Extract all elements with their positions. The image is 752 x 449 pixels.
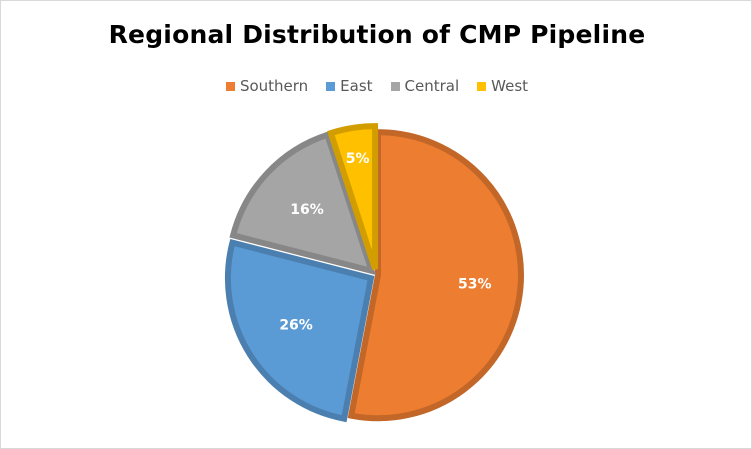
legend-swatch-west	[477, 81, 487, 91]
legend-label-central: Central	[404, 77, 460, 95]
data-label-east: 26%	[279, 318, 313, 334]
chart-title: Regional Distribution of CMP Pipeline	[108, 20, 646, 49]
pie-slice-west	[327, 123, 379, 271]
legend-swatch-east	[326, 81, 336, 91]
pie-slice-southern	[347, 129, 524, 422]
legend-label-east: East	[340, 77, 373, 95]
legend-label-southern: Southern	[239, 77, 309, 95]
chart-legend: Southern East Central West	[1, 77, 752, 95]
legend-item-southern: Southern	[225, 77, 309, 95]
legend-item-east: East	[326, 77, 373, 95]
legend-label-west: West	[491, 77, 529, 95]
legend-swatch-southern	[225, 81, 235, 91]
data-label-central: 16%	[290, 202, 324, 218]
legend-item-west: West	[477, 77, 528, 95]
data-label-west: 5%	[346, 151, 370, 167]
data-label-southern: 53%	[458, 276, 492, 292]
pie-slice-east	[224, 238, 375, 423]
legend-item-central: Central	[390, 77, 460, 95]
legend-swatch-central	[390, 81, 400, 91]
pie-slice-central	[229, 131, 377, 276]
